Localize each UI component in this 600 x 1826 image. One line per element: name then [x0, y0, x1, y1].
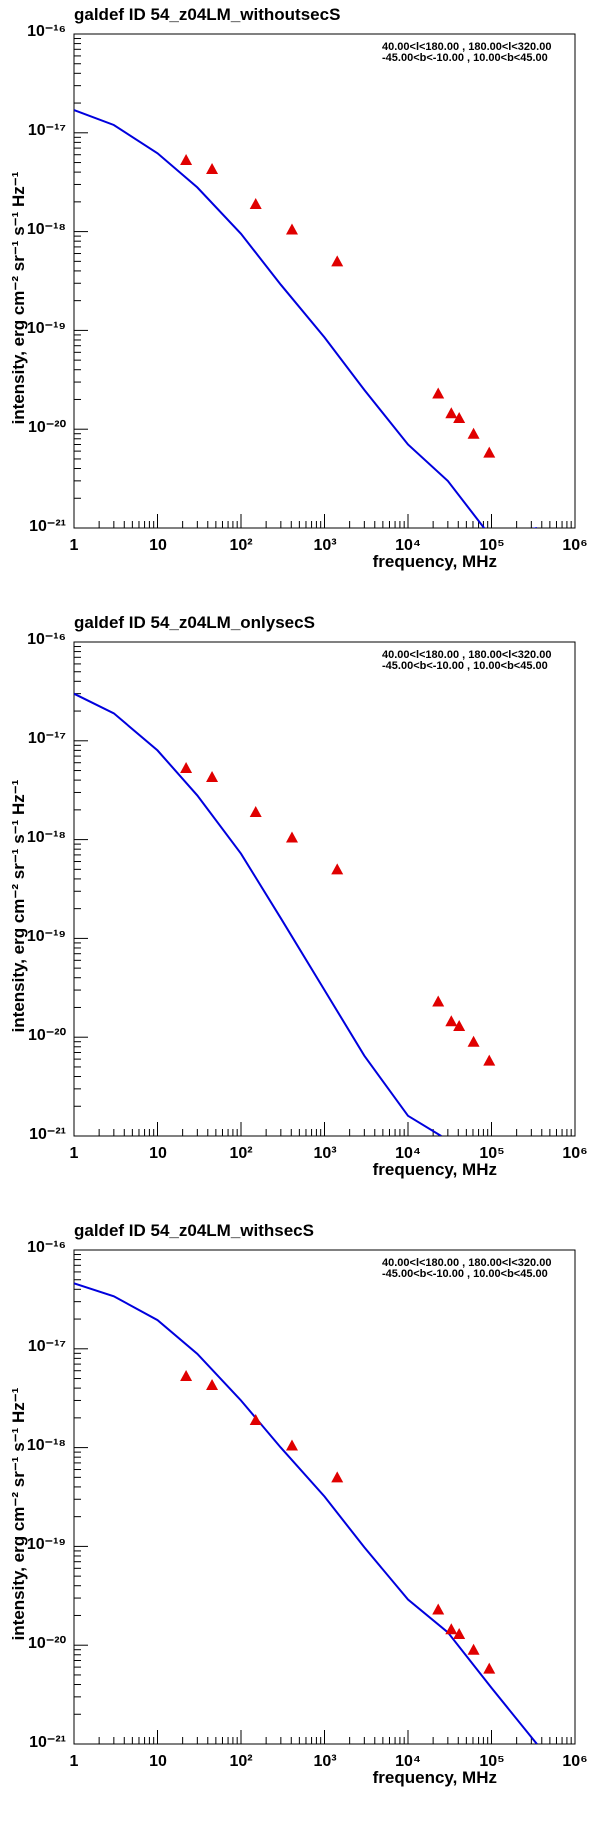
data-point	[445, 1015, 458, 1027]
x-tick-label: 10⁶	[562, 1753, 587, 1770]
region-label-l: 40.00<l<180.00 , 180.00<l<320.00	[382, 41, 551, 53]
y-tick-label: 10⁻¹⁸	[27, 221, 66, 238]
x-tick-label: 10⁵	[479, 1753, 504, 1770]
model-curve	[74, 1282, 538, 1744]
region-label-b: -45.00<b<-10.00 , 10.00<b<45.00	[382, 52, 548, 64]
y-tick-label: 10⁻²¹	[29, 518, 66, 535]
data-point	[432, 387, 445, 399]
data-point	[445, 407, 458, 419]
chart-panel-2: galdef ID 54_z04LM_onlysecS 40.00<l<180.…	[0, 608, 600, 1216]
data-point	[249, 1414, 262, 1426]
y-tick-label: 10⁻¹⁹	[27, 928, 66, 945]
y-tick-label: 10⁻¹⁹	[27, 320, 66, 337]
data-point	[331, 255, 344, 267]
data-point	[180, 762, 193, 774]
region-label-l: 40.00<l<180.00 , 180.00<l<320.00	[382, 1257, 551, 1269]
chart-panel-3: galdef ID 54_z04LM_withsecS 40.00<l<180.…	[0, 1216, 600, 1824]
x-tick-label: 10⁵	[479, 537, 504, 554]
chart-2: galdef ID 54_z04LM_onlysecS 40.00<l<180.…	[9, 613, 588, 1179]
y-tick-label: 10⁻¹⁶	[27, 631, 66, 648]
y-tick-label: 10⁻²⁰	[28, 419, 67, 436]
region-label-b: -45.00<b<-10.00 , 10.00<b<45.00	[382, 1268, 548, 1280]
chart-3: galdef ID 54_z04LM_withsecS 40.00<l<180.…	[9, 1221, 588, 1787]
y-tick-label: 10⁻¹⁸	[27, 1437, 66, 1454]
x-tick-label: 1	[70, 1145, 79, 1162]
data-point	[467, 427, 480, 439]
chart-title: galdef ID 54_z04LM_withoutsecS	[74, 5, 340, 24]
y-tick-label: 10⁻¹⁸	[27, 829, 66, 846]
y-axis-label: intensity, erg cm⁻² sr⁻¹ s⁻¹ Hz⁻¹	[9, 171, 28, 424]
model-curve	[74, 109, 537, 528]
y-tick-label: 10⁻²¹	[29, 1126, 66, 1143]
data-point	[467, 1035, 480, 1047]
data-point	[467, 1643, 480, 1655]
data-point	[331, 1471, 344, 1483]
x-axis-label: frequency, MHz	[373, 552, 497, 571]
x-tick-label: 10⁴	[395, 537, 421, 554]
x-tick-label: 10⁴	[395, 1145, 421, 1162]
y-tick-label: 10⁻¹⁶	[27, 1239, 66, 1256]
x-axis-label: frequency, MHz	[373, 1160, 497, 1179]
y-axis-label: intensity, erg cm⁻² sr⁻¹ s⁻¹ Hz⁻¹	[9, 779, 28, 1032]
data-point	[453, 1627, 466, 1639]
y-tick-label: 10⁻²⁰	[28, 1635, 67, 1652]
data-point	[483, 1054, 496, 1066]
data-point	[432, 1603, 445, 1615]
y-axis-label: intensity, erg cm⁻² sr⁻¹ s⁻¹ Hz⁻¹	[9, 1387, 28, 1640]
y-tick-label: 10⁻¹⁷	[28, 1338, 66, 1355]
data-point	[453, 1019, 466, 1031]
x-tick-label: 10²	[229, 1753, 252, 1770]
region-label-l: 40.00<l<180.00 , 180.00<l<320.00	[382, 649, 551, 661]
x-tick-label: 10²	[229, 537, 252, 554]
x-tick-label: 10³	[313, 1753, 336, 1770]
data-point	[249, 198, 262, 210]
data-point	[206, 163, 219, 175]
x-tick-label: 10⁶	[562, 537, 587, 554]
x-tick-label: 10⁵	[479, 1145, 504, 1162]
data-point	[206, 771, 219, 783]
x-tick-label: 10²	[229, 1145, 252, 1162]
x-tick-label: 10⁴	[395, 1753, 421, 1770]
chart-1: galdef ID 54_z04LM_withoutsecS 40.00<l<1…	[9, 5, 588, 571]
chart-panel-1: galdef ID 54_z04LM_withoutsecS 40.00<l<1…	[0, 0, 600, 608]
region-label-b: -45.00<b<-10.00 , 10.00<b<45.00	[382, 660, 548, 672]
x-tick-label: 10³	[313, 537, 336, 554]
x-tick-label: 10	[149, 537, 167, 554]
plot-frame	[73, 33, 576, 529]
x-tick-label: 10³	[313, 1145, 336, 1162]
chart-title: galdef ID 54_z04LM_withsecS	[74, 1221, 314, 1240]
data-point	[483, 1662, 496, 1674]
y-tick-label: 10⁻²¹	[29, 1734, 66, 1751]
x-tick-label: 10	[149, 1753, 167, 1770]
chart-title: galdef ID 54_z04LM_onlysecS	[74, 613, 315, 632]
data-point	[180, 154, 193, 166]
data-point	[285, 223, 298, 235]
plot-frame	[73, 641, 576, 1137]
y-tick-label: 10⁻¹⁷	[28, 122, 66, 139]
data-point	[249, 806, 262, 818]
x-tick-label: 10	[149, 1145, 167, 1162]
data-point	[206, 1379, 219, 1391]
x-tick-label: 1	[70, 537, 79, 554]
data-point	[432, 995, 445, 1007]
y-tick-label: 10⁻¹⁶	[27, 23, 66, 40]
data-point	[453, 411, 466, 423]
data-point	[331, 863, 344, 875]
data-point	[483, 446, 496, 458]
data-point	[445, 1623, 458, 1635]
data-point	[285, 831, 298, 843]
model-curve	[74, 692, 442, 1136]
data-point	[180, 1370, 193, 1382]
y-tick-label: 10⁻¹⁹	[27, 1536, 66, 1553]
data-point	[285, 1439, 298, 1451]
x-axis-label: frequency, MHz	[373, 1768, 497, 1787]
x-tick-label: 10⁶	[562, 1145, 587, 1162]
y-tick-label: 10⁻²⁰	[28, 1027, 67, 1044]
y-tick-label: 10⁻¹⁷	[28, 730, 66, 747]
x-tick-label: 1	[70, 1753, 79, 1770]
